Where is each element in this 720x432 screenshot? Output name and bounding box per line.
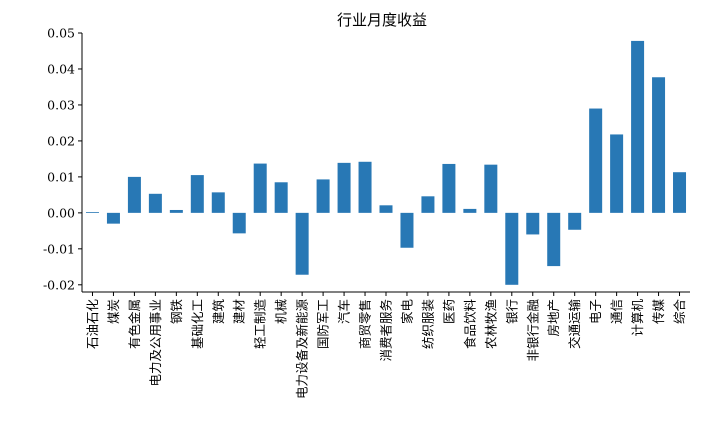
bar-房地产 <box>547 212 561 267</box>
x-tick-label: 消费者服务 <box>379 299 394 362</box>
y-tick-label: 0.03 <box>47 97 75 112</box>
x-tick-label: 轻工制造 <box>253 299 268 350</box>
bar-计算机 <box>631 40 645 213</box>
x-tick-label: 计算机 <box>630 299 645 337</box>
x-tick-label: 家电 <box>399 299 414 325</box>
x-tick-label: 钢铁 <box>169 299 184 325</box>
x-tick-label: 汽车 <box>337 299 352 324</box>
y-axis: -0.02 -0.01 0.00 0.01 0.02 0.03 0.04 0.05 <box>43 26 83 292</box>
x-tick-label: 电力及公用事业 <box>148 299 163 387</box>
x-tick-label: 电子 <box>588 299 603 324</box>
x-tick-label: 商贸零售 <box>358 299 373 349</box>
x-tick-label: 房地产 <box>546 299 561 337</box>
x-tick-label: 基础化工 <box>190 299 205 349</box>
bar-农林牧渔 <box>484 164 498 213</box>
x-tick-label: 纺织服装 <box>420 299 435 349</box>
x-tick-label: 银行 <box>504 299 519 324</box>
bar-建筑 <box>211 192 225 213</box>
bar-电子 <box>589 108 603 213</box>
x-tick-label: 食品饮料 <box>462 299 477 350</box>
x-tick-label: 传媒 <box>651 299 666 325</box>
y-tick-label: 0.04 <box>47 61 75 76</box>
x-tick-label: 通信 <box>609 299 624 324</box>
x-tick-label: 建筑 <box>211 299 226 325</box>
bar-通信 <box>610 134 624 213</box>
y-tick-label: -0.01 <box>43 241 75 256</box>
y-tick-label: 0.00 <box>47 205 75 220</box>
bar-传媒 <box>652 77 666 213</box>
bar-煤炭 <box>106 212 120 224</box>
y-tick-label: 0.02 <box>47 133 75 148</box>
bar-消费者服务 <box>379 205 393 213</box>
bar-轻工制造 <box>253 163 267 213</box>
bar-交通运输 <box>568 212 582 230</box>
bar-家电 <box>400 212 414 248</box>
x-axis: 石油石化 煤炭 有色金属 电力及公用事业 钢铁 基础化工 建筑 建材 轻工制造 机械 电力设备及新能… <box>82 291 690 400</box>
bar-石油石化 <box>85 212 99 213</box>
bar-银行 <box>505 212 519 285</box>
bar-非银行金融 <box>526 212 540 235</box>
x-tick-label: 非银行金融 <box>525 299 540 362</box>
bar-基础化工 <box>190 175 204 213</box>
y-tick-label: 0.05 <box>47 26 75 41</box>
bar-食品饮料 <box>463 208 477 213</box>
x-tick-label: 煤炭 <box>106 299 121 324</box>
bar-有色金属 <box>127 176 141 213</box>
bar-纺织服装 <box>421 196 435 213</box>
bar-医药 <box>442 163 456 213</box>
bar-钢铁 <box>169 209 183 213</box>
x-tick-label: 医药 <box>441 299 456 324</box>
bar-机械 <box>274 182 288 213</box>
bar-电力设备及新能源 <box>295 212 309 275</box>
y-tick-label: 0.01 <box>47 169 75 184</box>
y-tick-label: -0.02 <box>43 277 75 292</box>
chart-title: 行业月度收益 <box>337 11 427 29</box>
bar-电力及公用事业 <box>148 193 162 213</box>
x-tick-label: 综合 <box>672 299 687 325</box>
bar-汽车 <box>337 162 351 213</box>
bar-综合 <box>673 172 687 213</box>
x-tick-label: 石油石化 <box>85 299 100 350</box>
x-tick-label: 农林牧渔 <box>483 299 498 349</box>
x-tick-label: 有色金属 <box>127 299 142 349</box>
bars-group <box>85 40 687 285</box>
x-tick-label: 建材 <box>232 299 247 324</box>
bar-商贸零售 <box>358 161 372 213</box>
x-tick-label: 国防军工 <box>316 299 331 349</box>
x-tick-label: 交通运输 <box>567 299 582 350</box>
bar-建材 <box>232 212 246 234</box>
x-tick-label: 机械 <box>274 299 289 325</box>
bar-国防军工 <box>316 179 330 213</box>
x-tick-label: 电力设备及新能源 <box>295 299 310 400</box>
